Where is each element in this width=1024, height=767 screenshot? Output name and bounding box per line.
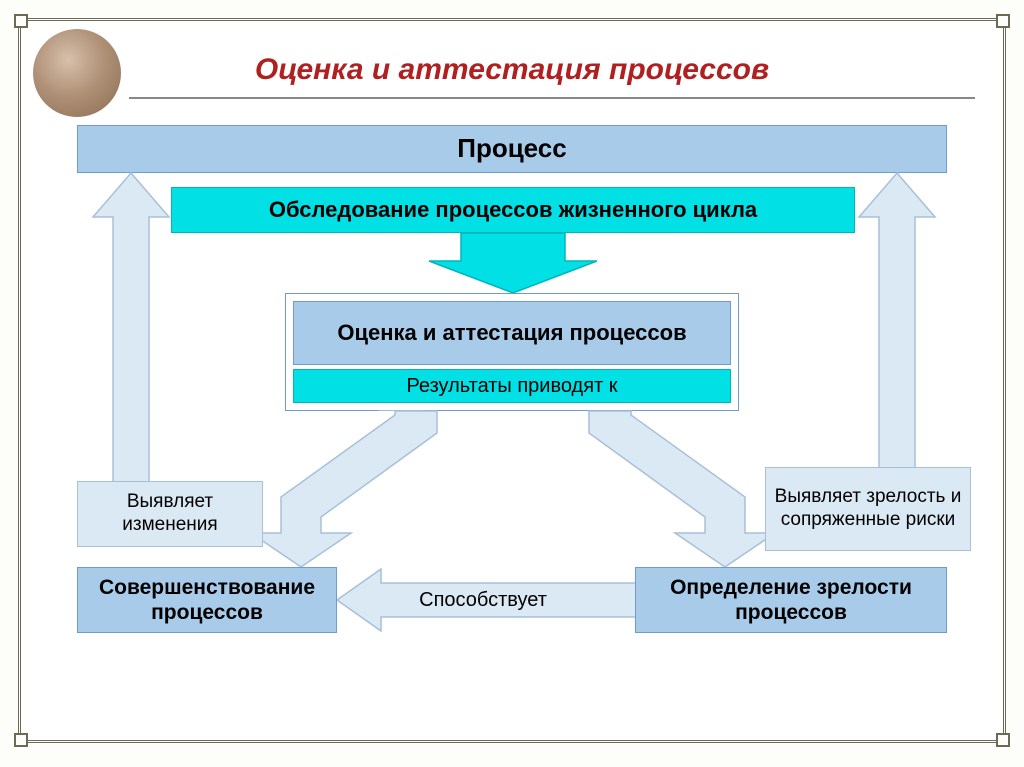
box-process-label: Процесс	[457, 133, 566, 164]
box-assessment: Оценка и аттестация процессов	[293, 301, 731, 365]
diagram-canvas: Процесс Обследование процессов жизненног…	[21, 21, 1003, 740]
arrow-maturity-to-process	[859, 173, 935, 469]
arrow-results-to-improvement-final	[249, 411, 449, 569]
box-improvement: Совершенствование процессов	[77, 567, 337, 633]
slide-frame: Оценка и аттестация процессов Процесс Об…	[18, 18, 1006, 743]
box-process: Процесс	[77, 125, 947, 173]
box-identifies-changes: Выявляет изменения	[77, 481, 263, 547]
box-survey: Обследование процессов жизненного цикла	[171, 187, 855, 233]
arrow-improvement-to-process	[93, 173, 169, 483]
box-assessment-label: Оценка и аттестация процессов	[337, 320, 686, 346]
box-promotes: Способствует	[365, 579, 601, 621]
box-identifies-maturity-label: Выявляет зрелость и сопряженные риски	[766, 486, 970, 532]
box-identifies-changes-label: Выявляет изменения	[78, 491, 262, 537]
box-results: Результаты приводят к	[293, 369, 731, 403]
box-results-label: Результаты приводят к	[406, 374, 617, 398]
arrow-survey-to-assessment	[429, 233, 597, 295]
box-improvement-label: Совершенствование процессов	[78, 575, 336, 625]
box-identifies-maturity: Выявляет зрелость и сопряженные риски	[765, 467, 971, 551]
box-survey-label: Обследование процессов жизненного цикла	[269, 197, 757, 223]
box-maturity-def-label: Определение зрелости процессов	[636, 575, 946, 625]
arrow-results-to-maturity-final	[577, 411, 777, 569]
box-promotes-label: Способствует	[419, 588, 547, 612]
box-maturity-def: Определение зрелости процессов	[635, 567, 947, 633]
